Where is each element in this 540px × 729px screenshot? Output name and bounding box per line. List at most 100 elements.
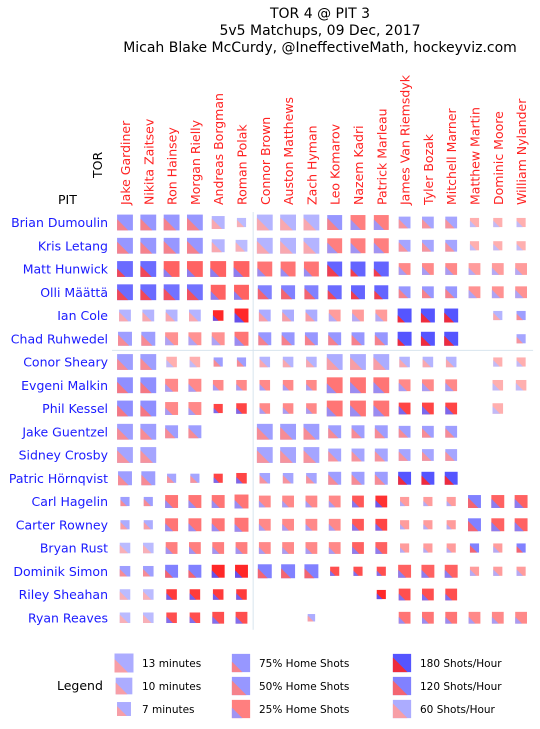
- matchup-cell-split: [373, 268, 382, 277]
- matchup-cell-split: [235, 546, 243, 554]
- matchup-cell: [445, 239, 458, 252]
- matchup-cell: [120, 520, 130, 530]
- matchup-cell-split: [397, 315, 406, 323]
- matchup-cell-fill: [189, 356, 201, 368]
- matchup-cell: [189, 309, 201, 322]
- matchup-cell-fill: [398, 239, 411, 252]
- matchup-cell-fill: [282, 518, 294, 531]
- matchup-cell: [491, 263, 504, 275]
- matchup-cell: [188, 332, 202, 346]
- matchup-cell: [280, 237, 297, 254]
- matchup-cell: [493, 310, 503, 321]
- pit-player-label: Riley Sheahan: [19, 587, 108, 602]
- matchup-cell-split: [233, 267, 244, 277]
- matchup-cell-fill: [398, 263, 411, 275]
- matchup-cell-split: [330, 570, 336, 576]
- matchup-cell: [491, 518, 505, 532]
- matchup-cell-fill: [166, 356, 177, 368]
- matchup-cell: [188, 564, 202, 578]
- matchup-cell-fill: [236, 403, 247, 414]
- matchup-cell-fill: [515, 263, 527, 275]
- matchup-cell-split: [400, 524, 406, 530]
- matchup-cell-split: [374, 451, 386, 462]
- matchup-cell-split: [305, 311, 315, 322]
- matchup-cell-split: [186, 217, 200, 231]
- legend-share-label: 50% Home Shots: [259, 681, 349, 693]
- matchup-cell-fill: [282, 379, 294, 391]
- matchup-cell-split: [328, 451, 339, 462]
- matchup-cell-fill: [445, 286, 458, 299]
- matchup-cell: [516, 566, 526, 576]
- matchup-cell: [421, 471, 435, 485]
- matchup-cell-fill: [423, 543, 433, 553]
- matchup-cell: [350, 377, 366, 394]
- matchup-cell-fill: [282, 356, 294, 368]
- matchup-cell: [420, 308, 435, 323]
- matchup-cell-split: [375, 523, 383, 531]
- matchup-cell-fill: [258, 309, 271, 322]
- matchup-cell: [236, 589, 247, 600]
- matchup-cell: [422, 286, 434, 299]
- matchup-cell: [444, 331, 459, 346]
- matchup-cell-split: [140, 288, 152, 301]
- matchup-cell: [118, 331, 132, 346]
- matchup-cell-split: [422, 242, 432, 252]
- matchup-cell-split: [235, 616, 243, 624]
- matchup-cell-split: [516, 243, 524, 251]
- matchup-cell: [212, 611, 225, 624]
- matchup-cell-fill: [282, 495, 294, 508]
- matchup-cell: [327, 285, 342, 300]
- matchup-cell-fill: [259, 472, 271, 484]
- tor-player-label: Zach Hyman: [304, 125, 319, 205]
- matchup-cell: [423, 496, 433, 507]
- matchup-cell: [515, 379, 527, 391]
- matchup-cell: [234, 284, 249, 300]
- matchup-cell: [210, 284, 226, 300]
- matchup-cell: [140, 261, 157, 277]
- matchup-cell: [117, 377, 133, 394]
- matchup-cell: [514, 495, 528, 508]
- matchup-cell: [186, 214, 203, 231]
- matchup-cell: [190, 473, 200, 483]
- matchup-cell-split: [420, 335, 431, 346]
- matchup-cell: [468, 518, 481, 532]
- matchup-cell-split: [256, 427, 270, 440]
- legend-size-swatch: [117, 702, 131, 716]
- matchup-cell-split: [117, 381, 129, 394]
- matchup-cell-fill: [493, 566, 503, 576]
- matchup-cell-fill: [398, 425, 411, 438]
- matchup-cell-split: [189, 359, 198, 368]
- matchup-cell-split: [306, 358, 315, 368]
- legend-share-label: 25% Home Shots: [259, 704, 349, 716]
- matchup-cell-split: [282, 407, 290, 414]
- matchup-cell: [258, 518, 271, 531]
- matchup-cell: [328, 518, 341, 531]
- matchup-cell-fill: [306, 403, 317, 414]
- matchup-cell-fill: [493, 357, 503, 367]
- legend-share-swatch: [231, 653, 251, 673]
- matchup-cell: [166, 589, 177, 600]
- matchup-cell: [352, 309, 364, 322]
- matchup-cell-fill: [305, 542, 318, 554]
- matchup-cell-split: [468, 267, 476, 275]
- matchup-cell-fill: [445, 449, 458, 461]
- matchup-cell-fill: [282, 542, 294, 554]
- matchup-cell: [422, 425, 434, 438]
- matchup-cell: [282, 379, 294, 391]
- matchup-cell: [211, 332, 225, 346]
- matchup-cell: [235, 564, 248, 578]
- matchup-cell: [117, 423, 133, 440]
- chart-title: TOR 4 @ PIT 3: [269, 6, 370, 22]
- matchup-cell-split: [326, 383, 337, 394]
- matchup-cell: [119, 612, 131, 624]
- matchup-cell: [234, 517, 249, 532]
- matchup-cell-fill: [328, 542, 341, 554]
- matchup-cell: [376, 589, 386, 600]
- matchup-cell: [468, 611, 481, 624]
- matchup-cell-split: [186, 288, 199, 301]
- matchup-cell-split: [234, 312, 245, 323]
- matchup-cell: [422, 379, 434, 392]
- matchup-cell: [398, 611, 411, 624]
- matchup-cell-split: [493, 220, 500, 228]
- matchup-cell: [422, 611, 434, 624]
